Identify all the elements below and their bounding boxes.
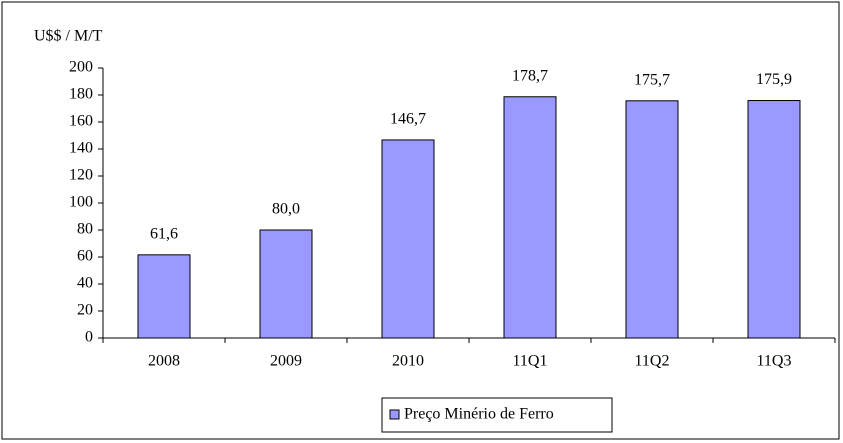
y-tick-label: 40 xyxy=(77,275,93,292)
data-label: 80,0 xyxy=(272,201,300,218)
y-tick-label: 60 xyxy=(77,248,93,265)
y-axis-label: U$$ / M/T xyxy=(34,28,103,45)
y-tick-label: 200 xyxy=(69,59,93,76)
legend-box xyxy=(381,397,613,433)
x-tick-label: 11Q3 xyxy=(757,353,792,370)
y-tick-label: 140 xyxy=(69,140,93,157)
bar xyxy=(747,100,801,339)
data-label: 61,6 xyxy=(150,226,178,243)
bar xyxy=(625,100,679,339)
x-tick-label: 2008 xyxy=(148,353,180,370)
bar xyxy=(259,229,313,339)
y-tick-label: 120 xyxy=(69,167,93,184)
y-tick-label: 160 xyxy=(69,113,93,130)
bar xyxy=(381,139,435,339)
data-label: 175,7 xyxy=(634,71,670,88)
data-label: 146,7 xyxy=(390,111,426,128)
y-tick-label: 80 xyxy=(77,221,93,238)
x-tick-label: 2009 xyxy=(270,353,302,370)
data-label: 178,7 xyxy=(512,67,548,84)
bar xyxy=(503,96,557,339)
y-tick-label: 0 xyxy=(85,329,93,346)
y-tick-label: 180 xyxy=(69,86,93,103)
legend-swatch xyxy=(389,409,400,420)
y-tick-label: 100 xyxy=(69,194,93,211)
x-tick-label: 11Q1 xyxy=(513,353,548,370)
data-label: 175,9 xyxy=(756,71,792,88)
x-tick-label: 2010 xyxy=(392,353,424,370)
x-tick-label: 11Q2 xyxy=(635,353,670,370)
bar xyxy=(137,254,191,339)
legend-label: Preço Minério de Ferro xyxy=(404,406,554,423)
y-tick-label: 20 xyxy=(77,302,93,319)
